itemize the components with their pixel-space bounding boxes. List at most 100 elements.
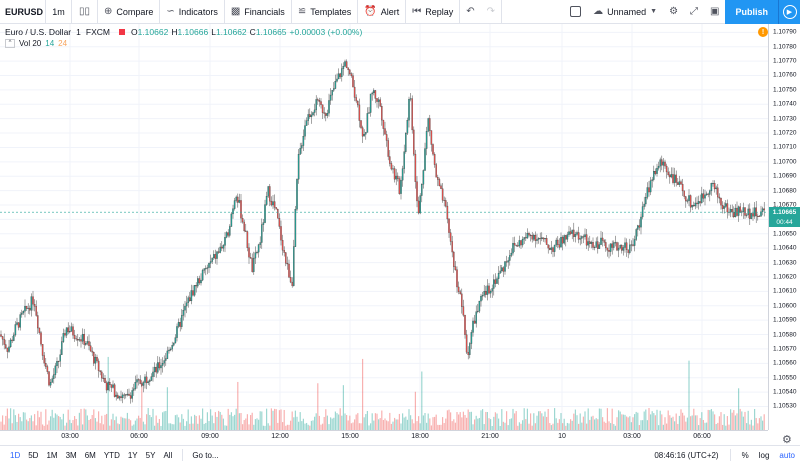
chart-style-button[interactable]: ▯▯: [72, 0, 98, 24]
range-button-1d[interactable]: 1D: [10, 450, 21, 460]
stream-button[interactable]: ▶: [778, 0, 800, 24]
legend-symbol-title[interactable]: Euro / U.S. Dollar: [5, 27, 72, 37]
volume-bar: [325, 409, 327, 430]
volume-bar: [437, 424, 439, 430]
volume-bar: [250, 415, 252, 430]
volume-bar: [683, 415, 685, 430]
candle-body: [320, 101, 322, 105]
candle-body: [525, 237, 527, 239]
candle-body: [139, 379, 141, 384]
volume-bar: [238, 413, 240, 430]
financials-button[interactable]: ▩ Financials: [225, 0, 292, 24]
volume-bar: [29, 418, 31, 430]
candle-body: [285, 252, 287, 264]
candle-body: [126, 393, 129, 396]
range-button-ytd[interactable]: YTD: [103, 450, 120, 460]
templates-button[interactable]: ≌ Templates: [292, 0, 359, 24]
undo-button[interactable]: ↶: [460, 0, 480, 24]
volume-bar: [685, 421, 687, 430]
volume-bar: [294, 410, 296, 430]
candle-body: [352, 75, 354, 88]
layout-toggle-button[interactable]: [564, 0, 587, 24]
candle-body: [81, 333, 84, 342]
candle-body: [389, 156, 391, 164]
percent-scale-toggle[interactable]: %: [741, 450, 749, 460]
redo-button[interactable]: ↷: [481, 0, 502, 24]
interval-button[interactable]: 1m: [46, 0, 72, 24]
timezone-clock[interactable]: 08:46:16 (UTC+2): [654, 450, 719, 460]
volume-bar: [310, 420, 312, 430]
volume-bar: [728, 424, 730, 430]
alert-button[interactable]: ⏰ Alert: [358, 0, 407, 24]
range-button-5d[interactable]: 5D: [28, 450, 39, 460]
snapshot-button[interactable]: ▣: [704, 0, 725, 24]
volume-bar: [318, 415, 320, 430]
indicators-button[interactable]: ∽ Indicators: [160, 0, 225, 24]
candle-body: [365, 132, 367, 135]
candle-body: [557, 239, 559, 245]
range-button-1y[interactable]: 1Y: [127, 450, 138, 460]
candle-body: [742, 207, 745, 212]
replay-label: Replay: [425, 6, 454, 17]
range-button-1m[interactable]: 1M: [46, 450, 58, 460]
candle-body: [433, 154, 436, 165]
range-button-5y[interactable]: 5Y: [145, 450, 156, 460]
warning-icon[interactable]: !: [758, 27, 768, 37]
range-button-all[interactable]: All: [163, 450, 173, 460]
axis-settings-gear-icon[interactable]: ⚙: [782, 434, 792, 446]
volume-study-label[interactable]: Vol 20: [19, 38, 42, 48]
volume-bar: [541, 413, 543, 430]
candle-body: [718, 196, 721, 199]
volume-bar: [366, 410, 368, 430]
log-scale-toggle[interactable]: log: [758, 450, 770, 460]
volume-bar: [712, 411, 714, 430]
settings-button[interactable]: ⚙: [663, 0, 684, 24]
candle-body: [645, 197, 647, 205]
volume-bar: [32, 421, 34, 430]
candle-body: [534, 234, 537, 241]
layout-name-button[interactable]: ☁ Unnamed ▼: [587, 0, 663, 24]
volume-bar: [246, 414, 248, 430]
range-button-6m[interactable]: 6M: [84, 450, 96, 460]
collapse-legend-button[interactable]: ^: [5, 38, 15, 48]
volume-bar: [24, 412, 26, 430]
candle-body: [745, 214, 748, 216]
candle-body: [86, 341, 89, 344]
candle-body: [505, 261, 508, 263]
volume-bar: [10, 408, 12, 430]
volume-bar: [467, 409, 469, 430]
candle-body: [405, 132, 407, 152]
volume-bar: [491, 425, 493, 430]
publish-button[interactable]: Publish: [725, 0, 778, 24]
volume-bar: [344, 413, 346, 430]
symbol-search-button[interactable]: EURUSD: [0, 0, 46, 24]
replay-button[interactable]: ⏮ Replay: [406, 0, 461, 24]
go-to-date-button[interactable]: Go to...: [192, 450, 219, 460]
candle-body: [648, 187, 650, 193]
time-axis[interactable]: 03:00 06:00 09:00 12:00 15:00 18:00 21:00 10 03:…: [0, 430, 768, 444]
volume-bar: [357, 413, 359, 430]
auto-scale-toggle[interactable]: auto: [779, 450, 795, 460]
candle-body: [229, 226, 231, 236]
bottom-toolbar: 1D 5D 1M 3M 6M YTD 1Y 5Y All Go to... 08:46:16 (…: [0, 445, 800, 464]
volume-bar: [608, 421, 610, 430]
volume-bar: [61, 419, 63, 430]
volume-bar: [694, 415, 696, 430]
candle-body: [502, 267, 505, 272]
candle-body: [478, 300, 481, 312]
candle-body: [113, 384, 116, 397]
volume-bar: [744, 411, 746, 430]
range-button-3m[interactable]: 3M: [65, 450, 77, 460]
legend-close-value: 1.10665: [255, 27, 287, 37]
candle-body: [441, 188, 444, 201]
candle-body: [11, 339, 13, 341]
volume-bar: [754, 408, 756, 430]
candle-body: [323, 112, 325, 114]
candle-body: [579, 238, 581, 240]
fullscreen-button[interactable]: ⤢: [684, 0, 704, 24]
time-tick-label: 21:00: [481, 433, 499, 440]
market-status-flag-icon: [118, 29, 125, 35]
candle-body: [53, 374, 55, 379]
compare-button[interactable]: ⊕ Compare: [98, 0, 161, 24]
price-chart[interactable]: [0, 24, 768, 430]
